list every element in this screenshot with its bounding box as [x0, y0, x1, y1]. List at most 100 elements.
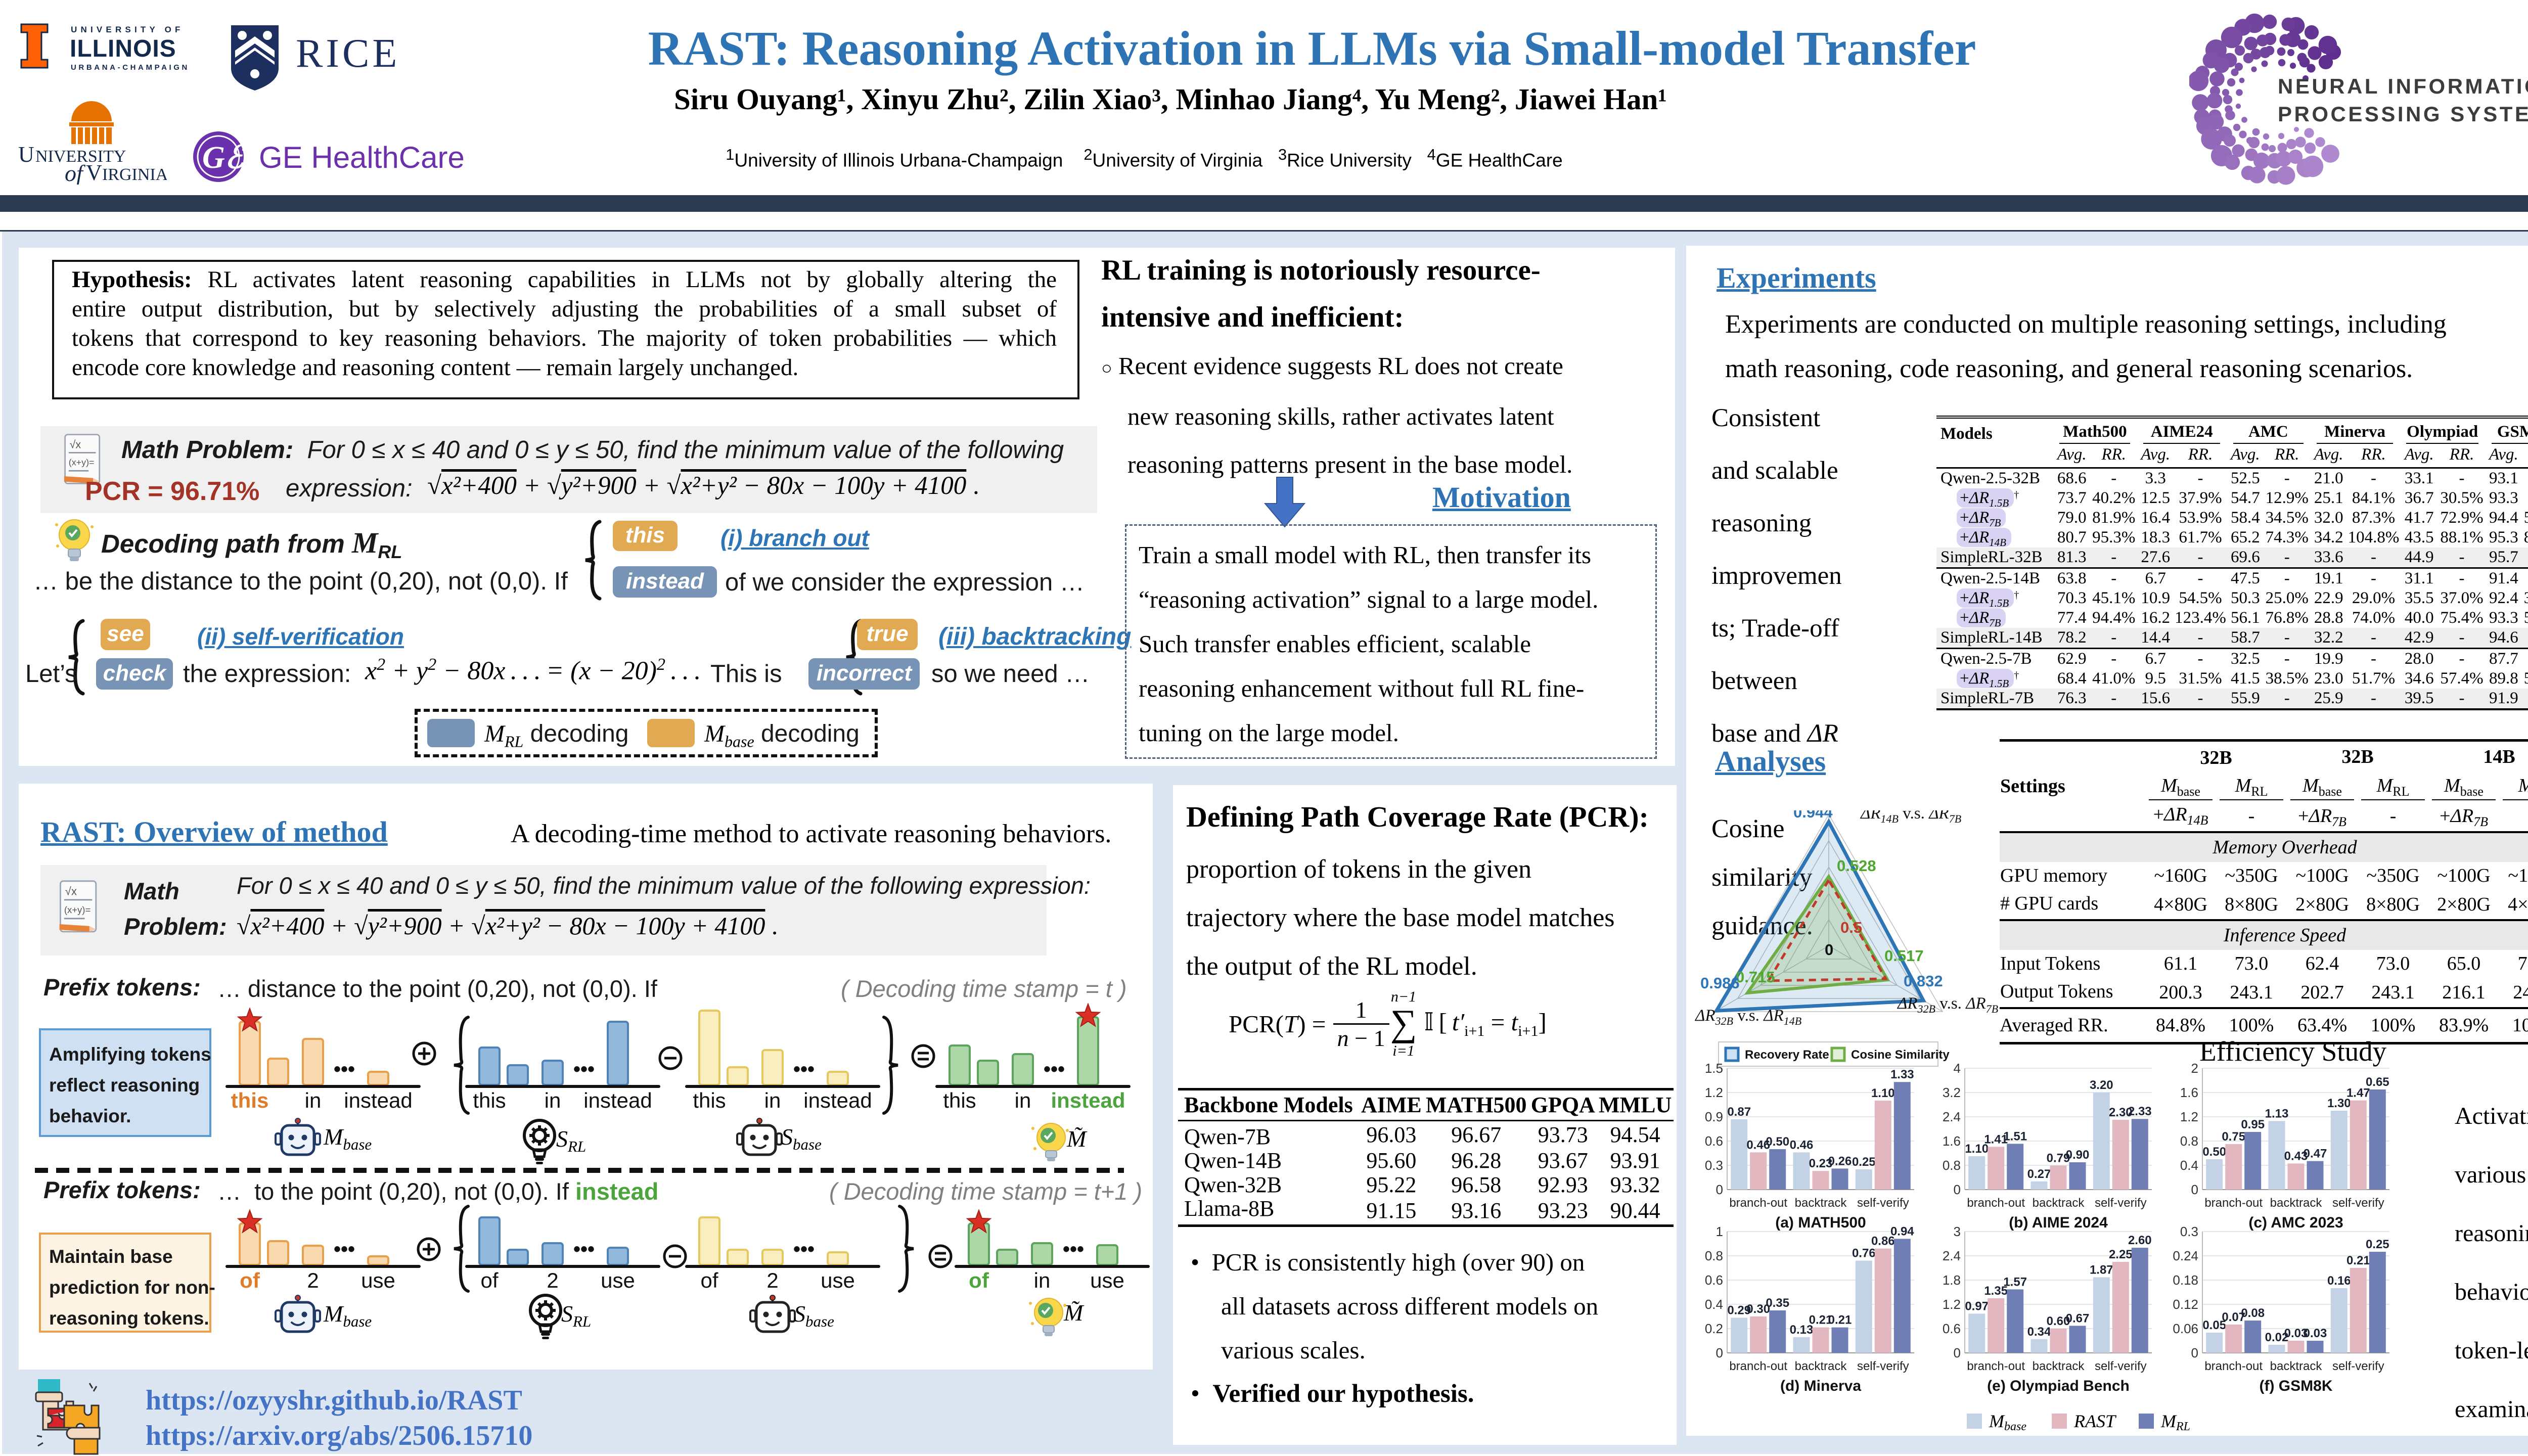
svg-text:•••: ••• [573, 1058, 595, 1080]
svg-text:Recovery Rate: Recovery Rate [1745, 1048, 1829, 1062]
svg-text:in: in [1015, 1088, 1031, 1112]
svg-text:0.07: 0.07 [2222, 1310, 2245, 1324]
svg-text:0.86: 0.86 [1871, 1235, 1895, 1248]
svg-text:0.6: 0.6 [1705, 1272, 1723, 1288]
svg-text:0.18: 0.18 [2173, 1272, 2198, 1288]
svg-text:0.25: 0.25 [1852, 1155, 1876, 1169]
svg-text:2.60: 2.60 [2128, 1234, 2152, 1247]
svg-text:0.528: 0.528 [1837, 857, 1876, 875]
svg-text:self-verify: self-verify [2095, 1196, 2147, 1210]
svg-text:4: 4 [1954, 1061, 1961, 1076]
svg-text:0.986: 0.986 [1700, 974, 1740, 992]
svg-text:0.94: 0.94 [1890, 1224, 1914, 1238]
svg-text:self-verify: self-verify [2095, 1359, 2147, 1373]
svg-text:0: 0 [1716, 1182, 1723, 1197]
svg-text:0.03: 0.03 [2284, 1327, 2308, 1340]
svg-text:3.20: 3.20 [2090, 1078, 2113, 1092]
svg-text:0.75: 0.75 [2222, 1130, 2245, 1144]
svg-text:of: of [480, 1268, 498, 1292]
svg-text:NIVERSITY: NIVERSITY [35, 147, 126, 166]
svg-text:ΔR32B v.s. ΔR7B: ΔR32B v.s. ΔR7B [1897, 994, 1998, 1015]
svg-text:(a) MATH500: (a) MATH500 [1775, 1214, 1866, 1231]
svg-text:0.23: 0.23 [1809, 1157, 1833, 1170]
svg-text:URBANA-CHAMPAIGN: URBANA-CHAMPAIGN [71, 63, 190, 72]
svg-text:1.10: 1.10 [1871, 1086, 1895, 1100]
svg-text:2: 2 [2191, 1061, 2198, 1076]
svg-text:0.95: 0.95 [2241, 1118, 2265, 1131]
svg-text:•••: ••• [573, 1238, 595, 1260]
svg-text:0.2: 0.2 [1705, 1321, 1723, 1336]
svg-text:0.87: 0.87 [1727, 1105, 1751, 1119]
svg-text:(d) Minerva: (d) Minerva [1780, 1378, 1861, 1394]
svg-text:0.46: 0.46 [1790, 1138, 1814, 1152]
svg-text:backtrack: backtrack [2270, 1359, 2323, 1373]
svg-text:1.57: 1.57 [2003, 1275, 2027, 1289]
svg-text:in: in [1034, 1268, 1051, 1292]
svg-text:use: use [601, 1268, 635, 1292]
svg-text:1.2: 1.2 [2180, 1109, 2198, 1124]
svg-text:backtrack: backtrack [2270, 1196, 2323, 1210]
svg-text:0.46: 0.46 [1746, 1138, 1770, 1152]
svg-text:1.8: 1.8 [1943, 1272, 1961, 1288]
svg-text:0.16: 0.16 [2327, 1274, 2351, 1288]
svg-text:0.02: 0.02 [2265, 1331, 2289, 1344]
svg-text:Gℰ: Gℰ [202, 141, 247, 175]
svg-text:1.13: 1.13 [2265, 1107, 2289, 1120]
svg-text:instead: instead [583, 1088, 652, 1112]
svg-text:0.97: 0.97 [1965, 1299, 1989, 1313]
svg-text:2.4: 2.4 [1943, 1248, 1961, 1263]
svg-text:0.35: 0.35 [1766, 1296, 1789, 1310]
svg-text:0.21: 0.21 [1809, 1313, 1833, 1327]
svg-text:0.6: 0.6 [1705, 1133, 1723, 1149]
svg-text:1.10: 1.10 [1965, 1142, 1989, 1156]
svg-text:PROCESSING SYSTEMS: PROCESSING SYSTEMS [2278, 102, 2528, 126]
svg-text:V: V [86, 160, 102, 185]
svg-text:0.06: 0.06 [2173, 1321, 2198, 1336]
svg-text:(b) AIME 2024: (b) AIME 2024 [2009, 1214, 2108, 1231]
svg-text:2: 2 [547, 1268, 558, 1292]
svg-text:branch-out: branch-out [2204, 1359, 2263, 1373]
svg-text:NEURAL INFORMATION: NEURAL INFORMATION [2278, 74, 2528, 98]
svg-text:self-verify: self-verify [2332, 1196, 2384, 1210]
svg-text:0.90: 0.90 [2066, 1148, 2090, 1162]
svg-text:0.5: 0.5 [1840, 919, 1862, 936]
svg-text:√x: √x [65, 885, 77, 898]
svg-text:self-verify: self-verify [1857, 1196, 1909, 1210]
svg-text:instead: instead [1051, 1088, 1125, 1112]
svg-text:1.41: 1.41 [1984, 1132, 2008, 1146]
svg-text:1.6: 1.6 [2180, 1085, 2198, 1100]
svg-text:U: U [18, 142, 34, 167]
svg-text:3.2: 3.2 [1943, 1085, 1961, 1100]
svg-text:(x+y)=: (x+y)= [69, 458, 95, 468]
svg-text:this: this [231, 1088, 269, 1112]
svg-text:0.76: 0.76 [1852, 1247, 1876, 1260]
svg-text:0: 0 [1825, 941, 1833, 959]
svg-text:√x: √x [70, 438, 81, 450]
svg-text:0.4: 0.4 [1705, 1297, 1723, 1312]
svg-text:•••: ••• [334, 1238, 355, 1260]
svg-text:0.50: 0.50 [1766, 1135, 1789, 1149]
svg-text:self-verify: self-verify [2332, 1359, 2384, 1373]
svg-text:0.9: 0.9 [1705, 1109, 1723, 1124]
svg-text:0.8: 0.8 [1943, 1158, 1961, 1173]
svg-text:ILLINOIS: ILLINOIS [70, 35, 176, 62]
svg-text:0.8: 0.8 [2180, 1133, 2198, 1149]
svg-text:IRGINIA: IRGINIA [102, 165, 167, 184]
svg-text:1.51: 1.51 [2003, 1129, 2027, 1143]
svg-text:self-verify: self-verify [1857, 1359, 1909, 1373]
svg-text:backtrack: backtrack [2033, 1196, 2085, 1210]
svg-text:1.87: 1.87 [2090, 1263, 2113, 1277]
svg-text:0: 0 [2191, 1182, 2198, 1197]
svg-text:RICE: RICE [296, 31, 397, 76]
svg-text:1.2: 1.2 [1943, 1297, 1961, 1312]
svg-text:use: use [361, 1268, 395, 1292]
svg-text:0.27: 0.27 [2027, 1167, 2051, 1181]
svg-text:this: this [473, 1088, 506, 1112]
svg-text:of: of [700, 1268, 718, 1292]
svg-text:0.3: 0.3 [2180, 1224, 2198, 1239]
svg-text:use: use [821, 1268, 855, 1292]
svg-text:backtrack: backtrack [1795, 1359, 1847, 1373]
svg-text:(f) GSM8K: (f) GSM8K [2260, 1378, 2333, 1394]
svg-text:•••: ••• [1063, 1238, 1084, 1260]
svg-text:•••: ••• [334, 1058, 355, 1080]
